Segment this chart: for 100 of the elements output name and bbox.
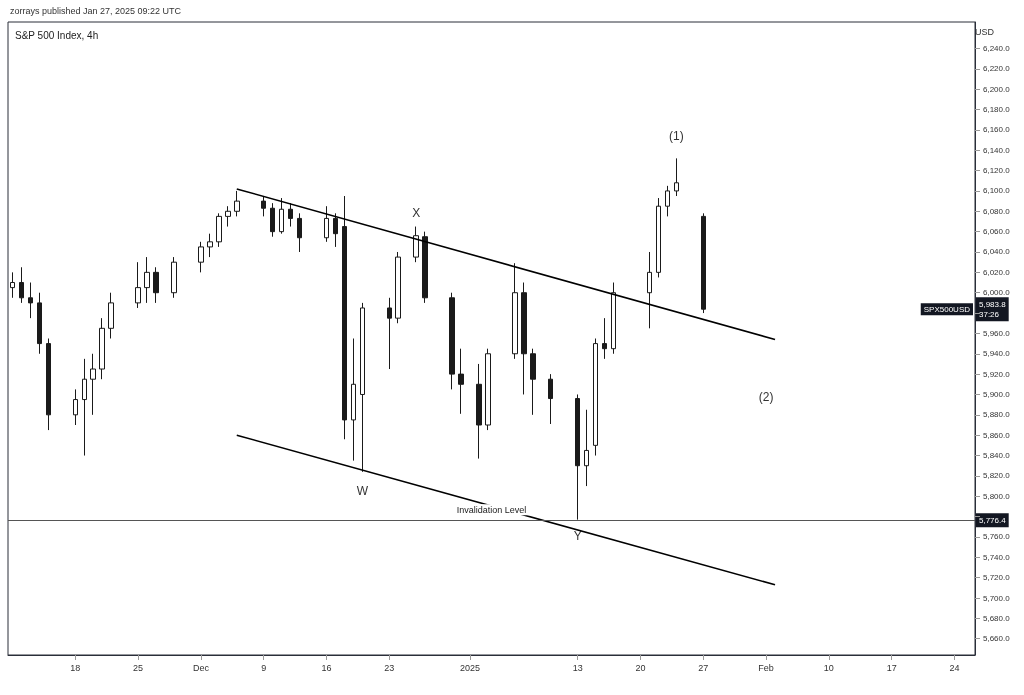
x-tick-label: 10: [823, 662, 834, 673]
candlestick: [395, 251, 401, 324]
candlestick: [422, 231, 428, 304]
y-tick-label: 5,720.0: [983, 573, 1011, 583]
text: S&P 500 Index, 4h: [15, 29, 99, 41]
candlestick: [234, 190, 240, 217]
x-tick-label: 25: [133, 662, 144, 673]
y-tick-label: 5,820.0: [983, 471, 1011, 481]
candlestick: [665, 185, 670, 217]
x-tick-label: 13: [572, 662, 583, 673]
candlestick: [701, 212, 706, 314]
candlestick: [333, 212, 338, 248]
y-tick-label: 5,860.0: [983, 430, 1011, 440]
annotation: W: [356, 484, 369, 499]
candlestick: [647, 251, 652, 329]
candlestick: [207, 233, 213, 258]
y-axis-title: USD: [975, 26, 995, 37]
y-tick-label: 6,240.0: [983, 43, 1011, 53]
candlestick: [351, 338, 356, 462]
annotation: SPX500USD: [923, 304, 971, 314]
annotation: 5,776.4: [979, 515, 1007, 525]
y-tick-label: 6,220.0: [983, 64, 1011, 74]
candlestick: [521, 282, 527, 395]
candlestick: [458, 348, 464, 415]
y-tick-label: 5,900.0: [983, 389, 1011, 399]
y-tick-label: 5,760.0: [983, 532, 1011, 542]
y-tick-label: 5,660.0: [983, 634, 1011, 644]
candlestick: [485, 348, 491, 431]
y-tick-label: 5,940.0: [983, 349, 1011, 359]
candlestick: [297, 212, 302, 253]
candlestick: [288, 202, 293, 228]
y-tick-label: 5,840.0: [983, 451, 1011, 461]
candlestick: [387, 297, 392, 370]
candlestick: [575, 393, 580, 521]
y-tick-label: 5,960.0: [983, 328, 1011, 338]
x-tick-label: Feb: [758, 662, 774, 673]
y-tick-label: 5,740.0: [983, 552, 1011, 562]
candlestick: [135, 261, 141, 309]
x-tick-label: 9: [261, 662, 267, 673]
candlestick: [324, 205, 329, 243]
candlestick: [144, 256, 150, 304]
candlestick: [611, 282, 616, 355]
candlestick: [674, 157, 679, 197]
x-tick-label: 18: [70, 662, 81, 673]
y-tick-label: 5,920.0: [983, 369, 1011, 379]
candlestick: [99, 317, 105, 380]
y-tick-label: 6,160.0: [983, 125, 1011, 135]
y-tick-label: 6,000.0: [983, 288, 1011, 298]
candlestick: [90, 353, 96, 416]
ref-line-label: Invalidation Level: [456, 504, 527, 515]
candlestick: [108, 292, 114, 339]
x-tick-label: 16: [321, 662, 332, 673]
y-tick-label: 6,140.0: [983, 145, 1011, 155]
candlestick: [548, 373, 553, 425]
y-tick-label: 6,060.0: [983, 227, 1011, 237]
x-tick-label: 23: [384, 662, 395, 673]
candlestick: [413, 226, 419, 263]
candlestick: [171, 256, 177, 299]
candlestick: [530, 348, 536, 416]
annotation: 5,983.8 37:26: [979, 299, 1007, 319]
x-tick-label: 27: [698, 662, 709, 673]
annotation: Y: [573, 528, 582, 543]
candlestick: [279, 197, 284, 235]
candlestick: [46, 338, 51, 431]
x-tick-label: 20: [635, 662, 646, 673]
candlestick: [512, 262, 518, 360]
candlestick: [225, 205, 231, 228]
candlestick: [19, 266, 24, 304]
candlestick: [449, 292, 455, 390]
y-tick-label: 6,180.0: [983, 105, 1011, 115]
x-tick-label: 2025: [459, 662, 481, 673]
y-tick-label: 5,880.0: [983, 410, 1011, 420]
candlestick: [73, 388, 78, 426]
y-tick-label: 6,080.0: [983, 206, 1011, 216]
candlestick: [584, 409, 589, 487]
annotation: (2): [758, 389, 774, 404]
y-tick-label: 6,020.0: [983, 267, 1011, 277]
candlestick: [360, 302, 365, 473]
candlestick: [153, 266, 159, 304]
x-tick-label: 17: [886, 662, 897, 673]
candlestick: [37, 292, 42, 355]
candlestick: [593, 338, 598, 457]
annotation: X: [412, 206, 421, 221]
candlestick: [270, 202, 275, 238]
candlestick: [198, 241, 204, 273]
candlestick: [602, 317, 607, 360]
candlestick: [261, 195, 266, 217]
x-tick-label: Dec: [192, 662, 210, 673]
text: zorrays published Jan 27, 2025 09:22 UTC: [10, 5, 182, 16]
candlestick: [656, 197, 661, 278]
candlestick: [216, 212, 222, 248]
annotation: (1): [669, 128, 684, 143]
candlestick: [10, 271, 15, 299]
y-tick-label: 6,100.0: [983, 186, 1011, 196]
candlestick: [476, 363, 482, 460]
y-tick-label: 6,200.0: [983, 84, 1011, 94]
candlestick: [28, 282, 33, 319]
y-tick-label: 5,680.0: [983, 613, 1011, 623]
y-tick-label: 6,120.0: [983, 166, 1011, 176]
y-tick-label: 6,040.0: [983, 247, 1011, 257]
